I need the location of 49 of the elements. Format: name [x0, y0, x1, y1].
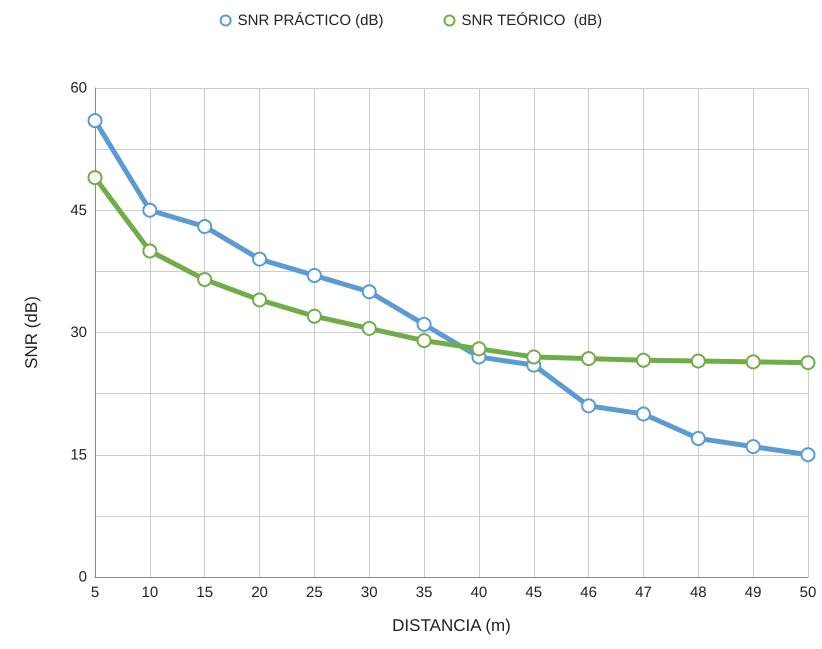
x-tick-label: 20 [251, 584, 268, 601]
point [416, 316, 432, 332]
point [690, 354, 706, 369]
point [362, 320, 377, 336]
y-tick-label: 45 [70, 202, 87, 219]
point [746, 354, 761, 370]
x-tick-label: 50 [800, 584, 816, 601]
x-tick-label: 25 [306, 584, 323, 601]
point [306, 268, 322, 283]
x-axis-title: DISTANCIA (m) [392, 616, 511, 635]
x-tick-label: 30 [360, 584, 378, 601]
x-tick-label: 46 [580, 584, 597, 601]
point [197, 219, 212, 234]
point [471, 341, 486, 356]
legend-label: SNR PRÁCTICO (dB) [238, 11, 384, 29]
point [252, 292, 268, 308]
y-tick-label: 15 [70, 446, 87, 464]
x-tick-label: 49 [744, 584, 762, 601]
point [197, 272, 212, 288]
y-tick-label: 30 [70, 324, 87, 341]
x-tick-label: 45 [525, 584, 542, 601]
point [746, 439, 761, 454]
point [362, 284, 377, 300]
x-tick-label: 47 [635, 584, 652, 601]
point [581, 398, 596, 414]
x-tick-label: 15 [196, 584, 214, 601]
x-tick-label: 40 [470, 584, 488, 601]
y-axis-title: SNR (dB) [22, 296, 41, 369]
point [88, 113, 102, 128]
legend-label: SNR TEÓRICO (dB) [462, 11, 602, 29]
point [88, 170, 102, 186]
x-tick-label: 5 [90, 584, 100, 601]
point [526, 349, 542, 364]
point [690, 430, 706, 446]
x-tick-label: 48 [690, 584, 707, 601]
point [636, 352, 651, 368]
point [581, 351, 596, 366]
point [142, 244, 158, 258]
point [636, 406, 651, 422]
x-tick-label: 35 [416, 584, 432, 601]
point [142, 202, 158, 218]
y-tick-label: 60 [70, 80, 87, 96]
point [416, 333, 432, 348]
y-tick-label: 0 [78, 568, 87, 586]
x-tick-label: 10 [142, 584, 158, 601]
point [800, 355, 816, 370]
point [800, 447, 816, 462]
point [306, 308, 322, 324]
point [252, 252, 268, 267]
